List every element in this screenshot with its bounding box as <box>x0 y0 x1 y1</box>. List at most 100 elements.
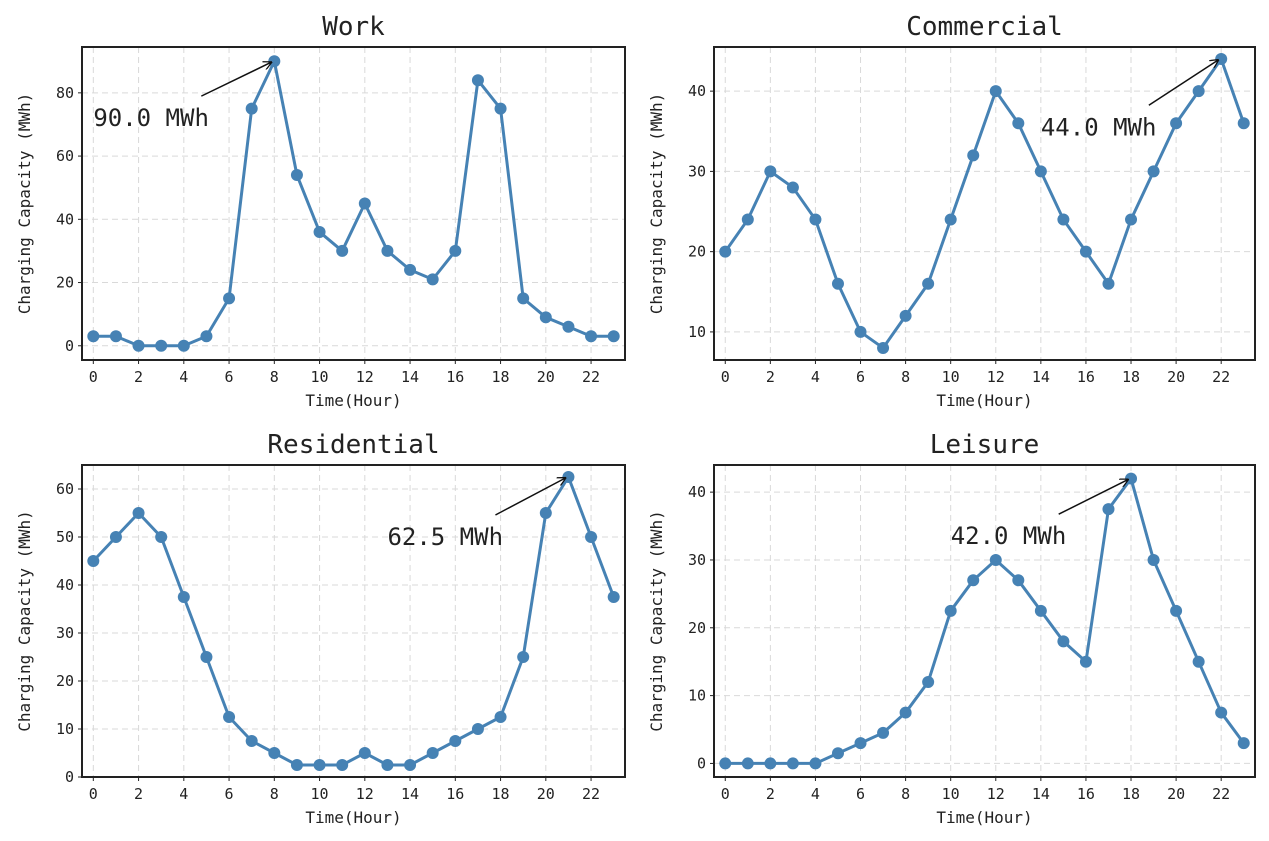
data-point <box>1057 213 1070 226</box>
data-point <box>132 339 145 352</box>
x-tick-label: 18 <box>492 785 510 803</box>
chart-residential: 0 2 4 6 8 10 12 14 16 18 20 22 0 10 20 30 40 50 60 Resident… <box>15 430 626 827</box>
x-axis-label: Time(Hour) <box>936 808 1032 827</box>
y-tick-label: 10 <box>688 323 706 341</box>
data-point <box>854 737 867 750</box>
data-point <box>290 759 303 771</box>
data-point <box>358 747 371 759</box>
data-point <box>404 263 417 276</box>
x-tick-label: 22 <box>582 785 600 803</box>
data-point <box>268 747 281 759</box>
x-tick-label: 10 <box>942 368 960 386</box>
data-point <box>607 591 620 603</box>
data-point <box>1237 737 1250 750</box>
data-point <box>358 197 371 210</box>
annotation-arrow <box>495 478 565 516</box>
data-point <box>607 330 620 343</box>
data-point <box>1012 574 1025 587</box>
data-point <box>741 757 754 770</box>
data-point <box>741 213 754 226</box>
annotation-arrow <box>1148 60 1218 106</box>
x-tick-label: 12 <box>356 368 374 386</box>
data-point <box>967 149 980 162</box>
data-point <box>1147 553 1160 566</box>
x-tick-label: 8 <box>270 368 279 386</box>
data-point <box>899 309 912 322</box>
data-point <box>1034 165 1047 178</box>
data-point <box>1057 635 1070 648</box>
x-tick-label: 2 <box>134 785 143 803</box>
annotation-label: 90.0 MWh <box>93 104 209 132</box>
data-point <box>109 330 122 343</box>
data-point <box>1125 472 1138 485</box>
x-tick-label: 14 <box>1032 785 1050 803</box>
data-point <box>1034 604 1047 617</box>
data-point <box>132 507 145 519</box>
y-tick-label: 0 <box>697 754 706 772</box>
data-point <box>87 330 100 343</box>
data-point <box>831 277 844 290</box>
data-point <box>155 531 168 543</box>
data-point <box>922 277 935 290</box>
y-tick-label: 20 <box>56 274 74 292</box>
data-point <box>177 591 190 603</box>
annotation-arrow <box>200 62 271 97</box>
data-point <box>989 85 1002 98</box>
data-point <box>381 759 394 771</box>
data-point <box>562 320 575 333</box>
y-tick-label: 30 <box>688 551 706 569</box>
x-tick-label: 8 <box>270 785 279 803</box>
data-point <box>922 676 935 689</box>
data-point <box>404 759 417 771</box>
x-tick-label: 16 <box>446 368 464 386</box>
x-tick-label: 14 <box>1032 368 1050 386</box>
x-tick-label: 12 <box>987 368 1005 386</box>
data-point <box>336 759 349 771</box>
data-point <box>989 553 1002 566</box>
data-point <box>764 165 777 178</box>
x-tick-label: 12 <box>987 785 1005 803</box>
data-point <box>1237 117 1250 130</box>
x-tick-label: 6 <box>225 368 234 386</box>
x-tick-label: 0 <box>89 368 98 386</box>
x-tick-label: 16 <box>1077 368 1095 386</box>
x-tick-label: 6 <box>856 368 865 386</box>
y-tick-label: 0 <box>65 337 74 355</box>
y-tick-label: 60 <box>56 480 74 498</box>
y-tick-label: 10 <box>56 720 74 738</box>
x-tick-label: 14 <box>401 368 419 386</box>
data-point <box>1125 213 1138 226</box>
x-tick-label: 22 <box>1212 368 1230 386</box>
x-axis-label: Time(Hour) <box>305 391 401 410</box>
data-point <box>1192 655 1205 668</box>
x-axis-label: Time(Hour) <box>305 808 401 827</box>
x-tick-label: 10 <box>942 785 960 803</box>
plot-frame <box>713 46 1256 361</box>
y-tick-label: 10 <box>688 687 706 705</box>
data-point <box>1147 165 1160 178</box>
x-tick-label: 2 <box>134 368 143 386</box>
x-tick-label: 16 <box>446 785 464 803</box>
data-point <box>1215 53 1228 66</box>
data-point <box>1170 117 1183 130</box>
chart-title: Work <box>322 12 385 42</box>
data-point <box>1079 245 1092 258</box>
y-tick-label: 20 <box>688 619 706 637</box>
data-point <box>539 311 552 324</box>
data-point <box>944 604 957 617</box>
series-line <box>724 57 1246 350</box>
data-point <box>471 74 484 87</box>
data-point <box>471 723 484 735</box>
data-point <box>177 339 190 352</box>
data-point <box>426 747 439 759</box>
x-tick-label: 18 <box>1122 368 1140 386</box>
y-axis-label: Charging Capacity (MWh) <box>647 93 666 315</box>
y-tick-label: 40 <box>56 576 74 594</box>
data-point <box>1215 706 1228 719</box>
data-point <box>967 574 980 587</box>
data-point <box>449 244 462 257</box>
y-axis-label: Charging Capacity (MWh) <box>15 93 34 315</box>
annotation-label: 62.5 MWh <box>387 523 503 551</box>
x-tick-label: 22 <box>1212 785 1230 803</box>
x-tick-label: 8 <box>901 785 910 803</box>
